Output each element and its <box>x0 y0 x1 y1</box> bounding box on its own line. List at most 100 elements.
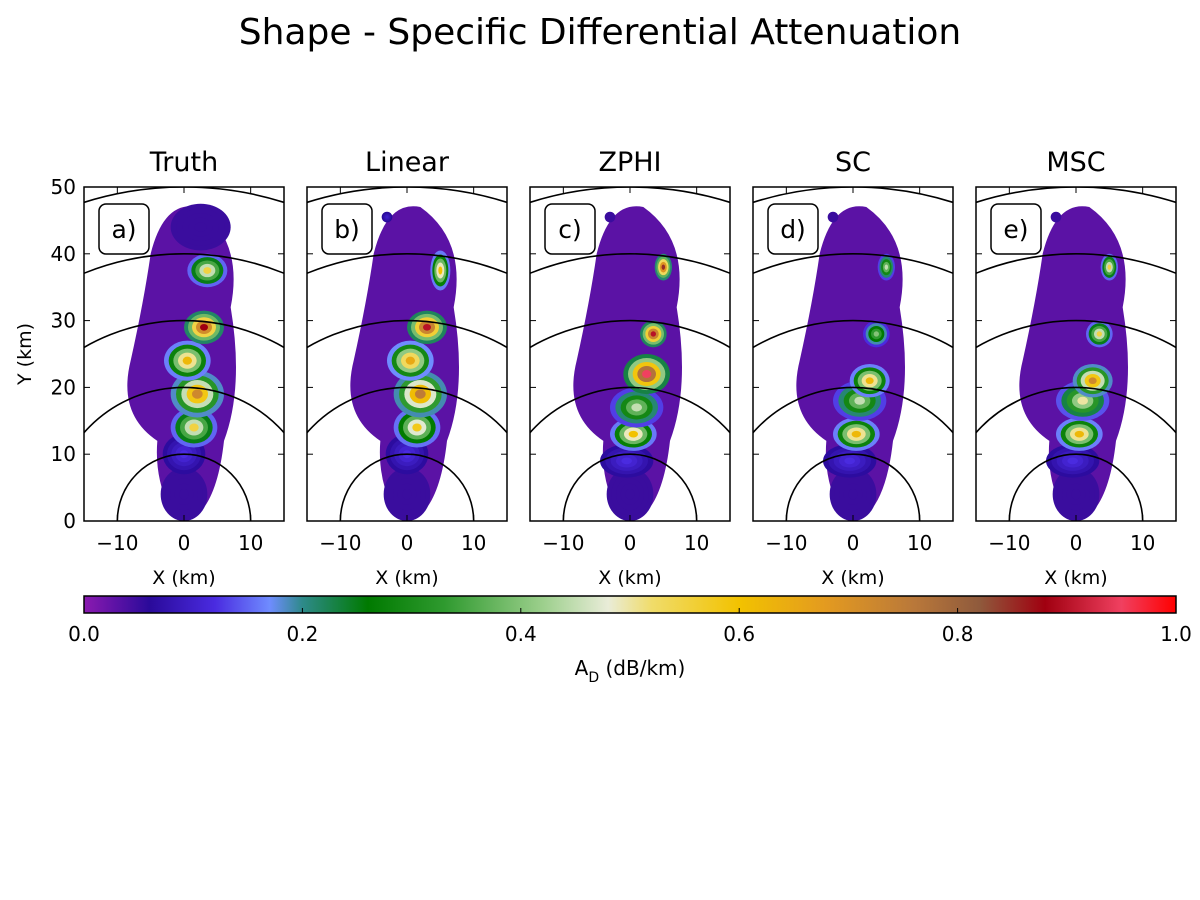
y-tick-label: 20 <box>51 375 76 399</box>
x-tick-label: 0 <box>401 531 414 555</box>
x-axis-label: X (km) <box>821 567 884 589</box>
y-axis-label: Y (km) <box>14 323 36 386</box>
y-tick-label: 0 <box>63 509 76 533</box>
reflectivity-field <box>796 206 905 521</box>
range-ring <box>562 453 698 521</box>
range-ring <box>753 319 953 349</box>
y-tick-label: 30 <box>51 309 76 333</box>
x-tick-label: 0 <box>624 531 637 555</box>
reflectivity-field <box>1019 206 1128 521</box>
x-tick-label: 10 <box>461 531 486 555</box>
panel-letter-box <box>321 203 373 255</box>
colorbar-tick-label: 0.0 <box>68 622 100 646</box>
data-blob <box>1107 264 1112 270</box>
range-ring <box>753 253 953 275</box>
panel-title: Linear <box>365 147 450 178</box>
panel-letter: a) <box>111 215 136 244</box>
range-rings <box>307 187 507 521</box>
data-blob <box>1096 331 1103 337</box>
data-blob <box>405 356 416 365</box>
x-tick-label: 0 <box>178 531 191 555</box>
range-rings <box>976 187 1176 521</box>
reflectivity-field <box>350 206 459 521</box>
data-blob <box>873 331 879 337</box>
panel-letter-box <box>544 203 596 255</box>
range-ring <box>976 253 1176 275</box>
reflectivity-field <box>573 206 682 521</box>
colorbar-tick-label: 0.4 <box>505 622 537 646</box>
range-ring <box>84 253 284 275</box>
x-axis-label: X (km) <box>598 567 661 589</box>
x-tick-label: −10 <box>765 531 807 555</box>
range-ring <box>307 386 507 434</box>
panel-0: −10 0 10 0 10 20 30 40 50 Truth X (km) Y (km) a) <box>14 147 285 589</box>
range-ring <box>116 453 252 521</box>
x-axis-label: X (km) <box>375 567 438 589</box>
panel-letter-box <box>98 203 150 255</box>
data-blob <box>848 488 858 500</box>
data-blob <box>438 266 443 275</box>
colorbar-tick-label: 0.2 <box>286 622 318 646</box>
panels-group: −10 0 10 0 10 20 30 40 50 Truth X (km) Y (km) a) −10 0… <box>14 147 1177 589</box>
range-rings <box>753 187 953 521</box>
panel-title: ZPHI <box>598 147 661 178</box>
range-ring <box>753 386 953 434</box>
colorbar <box>83 595 1177 614</box>
range-ring <box>307 253 507 275</box>
data-blob <box>412 423 422 432</box>
range-rings <box>84 187 284 521</box>
range-ring <box>84 319 284 349</box>
x-tick-label: −10 <box>542 531 584 555</box>
data-blob <box>1077 396 1088 405</box>
data-blob <box>851 430 861 438</box>
data-blob <box>628 430 638 438</box>
x-tick-label: 0 <box>847 531 860 555</box>
data-blob <box>865 377 874 385</box>
x-tick-label: −10 <box>96 531 138 555</box>
data-blob <box>1054 215 1058 219</box>
data-blob <box>1067 457 1078 465</box>
data-blob <box>192 389 203 399</box>
data-blob <box>631 403 643 412</box>
reflectivity-field <box>127 203 236 521</box>
data-blob <box>415 389 426 399</box>
panel-title: MSC <box>1046 147 1105 178</box>
range-rings <box>530 187 730 521</box>
panel-letter: b) <box>334 215 360 244</box>
x-tick-label: 10 <box>238 531 263 555</box>
x-tick-label: 10 <box>684 531 709 555</box>
data-blob <box>854 396 866 405</box>
range-ring <box>530 253 730 275</box>
colorbar-tick-label: 0.6 <box>723 622 755 646</box>
x-axis-label: X (km) <box>1044 567 1107 589</box>
x-tick-label: 10 <box>1130 531 1155 555</box>
data-blob <box>884 264 889 270</box>
data-blob <box>402 488 412 500</box>
y-tick-label: 10 <box>51 442 76 466</box>
range-ring <box>307 319 507 349</box>
range-ring <box>976 319 1176 349</box>
data-blob <box>661 264 666 270</box>
y-tick-label: 40 <box>51 242 76 266</box>
data-blob <box>203 267 212 274</box>
panel-title: SC <box>835 147 871 178</box>
data-blob <box>1088 377 1097 385</box>
data-blob <box>179 488 189 500</box>
range-ring <box>785 453 921 521</box>
panel-letter-box <box>990 203 1042 255</box>
range-ring <box>976 386 1176 434</box>
colorbar-tick-label: 0.8 <box>942 622 974 646</box>
data-blob <box>650 331 656 337</box>
data-blob <box>1071 488 1081 500</box>
panel-letter: d) <box>780 215 806 244</box>
colorbar-label: AD (dB/km) <box>575 656 686 686</box>
panel-1: −10 0 10 Linear X (km) b) <box>306 147 508 589</box>
panel-4: −10 0 10 MSC X (km) e) <box>975 147 1177 589</box>
data-blob <box>831 215 835 219</box>
range-ring <box>339 453 475 521</box>
data-blob <box>1074 430 1085 438</box>
x-tick-label: 10 <box>907 531 932 555</box>
range-ring <box>530 386 730 434</box>
data-blob <box>200 323 208 331</box>
